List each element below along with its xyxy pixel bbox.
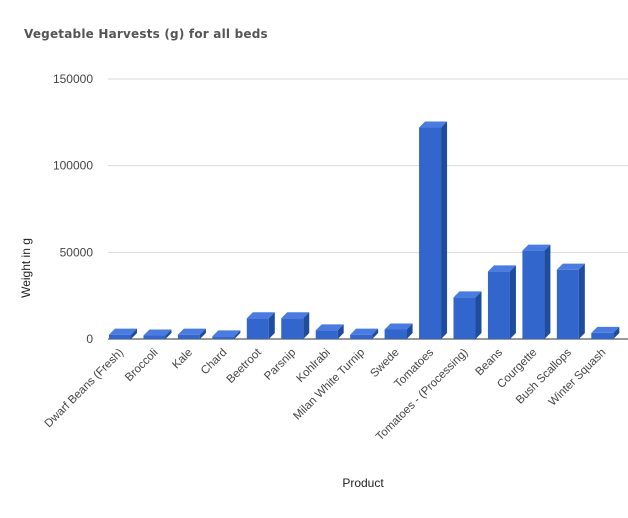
bar-side <box>303 312 310 339</box>
bar-side <box>509 265 516 339</box>
bar-side <box>406 323 413 339</box>
bar-front <box>419 127 442 340</box>
bar-top <box>246 312 275 319</box>
x-tick-label: Dwarf Beans (Fresh) <box>43 347 127 431</box>
x-tick-label: Chard <box>199 347 230 378</box>
bar-front <box>453 297 476 339</box>
bar-side <box>234 330 241 339</box>
bar-front <box>315 330 338 339</box>
bar-side <box>199 328 206 339</box>
bar-side <box>578 263 585 339</box>
bar-top <box>384 323 413 330</box>
bar-front <box>487 271 510 339</box>
bar-front <box>143 335 166 339</box>
bar-front <box>109 334 131 339</box>
bar <box>487 265 516 339</box>
bar-top <box>350 328 379 335</box>
bar <box>315 324 344 339</box>
bar-front <box>350 334 373 339</box>
bar-side <box>613 326 620 339</box>
bar-front <box>556 269 579 339</box>
bar <box>556 263 585 339</box>
bar-top <box>109 328 137 335</box>
x-tick-label: Parsnip <box>262 347 298 383</box>
bar <box>384 323 413 339</box>
bar <box>212 330 241 339</box>
bar-side <box>131 328 137 339</box>
bar-top <box>453 291 482 298</box>
bar-top <box>419 121 448 128</box>
bar-top <box>212 330 241 337</box>
bar-top <box>177 328 206 335</box>
bar-front <box>246 318 269 339</box>
bar-side <box>544 244 551 339</box>
bar-front <box>591 332 614 339</box>
bar-top <box>281 312 310 319</box>
bar <box>177 328 206 339</box>
bar-side <box>337 324 344 339</box>
bar <box>281 312 310 339</box>
bar-top <box>143 329 172 336</box>
bar-top <box>487 265 516 272</box>
bar-side <box>475 291 482 339</box>
bar-front <box>384 329 407 339</box>
bar <box>109 328 137 339</box>
chart-title: Vegetable Harvests (g) for all beds <box>24 27 268 41</box>
bar <box>522 244 551 339</box>
bar-top <box>591 326 620 333</box>
bar-front <box>522 250 545 339</box>
bar-side <box>372 328 379 339</box>
x-tick-label: Swede <box>368 347 401 380</box>
bar-top <box>315 324 344 331</box>
bar-front <box>177 334 200 339</box>
y-tick-label: 100000 <box>53 159 93 173</box>
bar-front <box>212 336 235 339</box>
bar-top <box>522 244 551 251</box>
x-tick-label: Broccoli <box>123 347 160 384</box>
x-tick-label: Beetroot <box>225 346 265 386</box>
bar <box>246 312 275 339</box>
bar <box>419 121 448 340</box>
bar-side <box>268 312 275 339</box>
y-tick-label: 150000 <box>53 72 93 86</box>
x-axis-title: Product <box>342 476 384 490</box>
bar <box>350 328 379 339</box>
x-tick-label: Beans <box>474 346 506 378</box>
y-tick-label: 50000 <box>60 245 94 259</box>
bar-front <box>281 318 304 339</box>
bar <box>591 326 620 339</box>
bar-top <box>556 263 585 270</box>
y-tick-label: 0 <box>86 332 93 346</box>
bar <box>453 291 482 339</box>
bar <box>143 329 172 339</box>
bar-side <box>165 329 172 339</box>
x-tick-label: Kale <box>170 347 195 372</box>
bar-side <box>441 121 448 340</box>
